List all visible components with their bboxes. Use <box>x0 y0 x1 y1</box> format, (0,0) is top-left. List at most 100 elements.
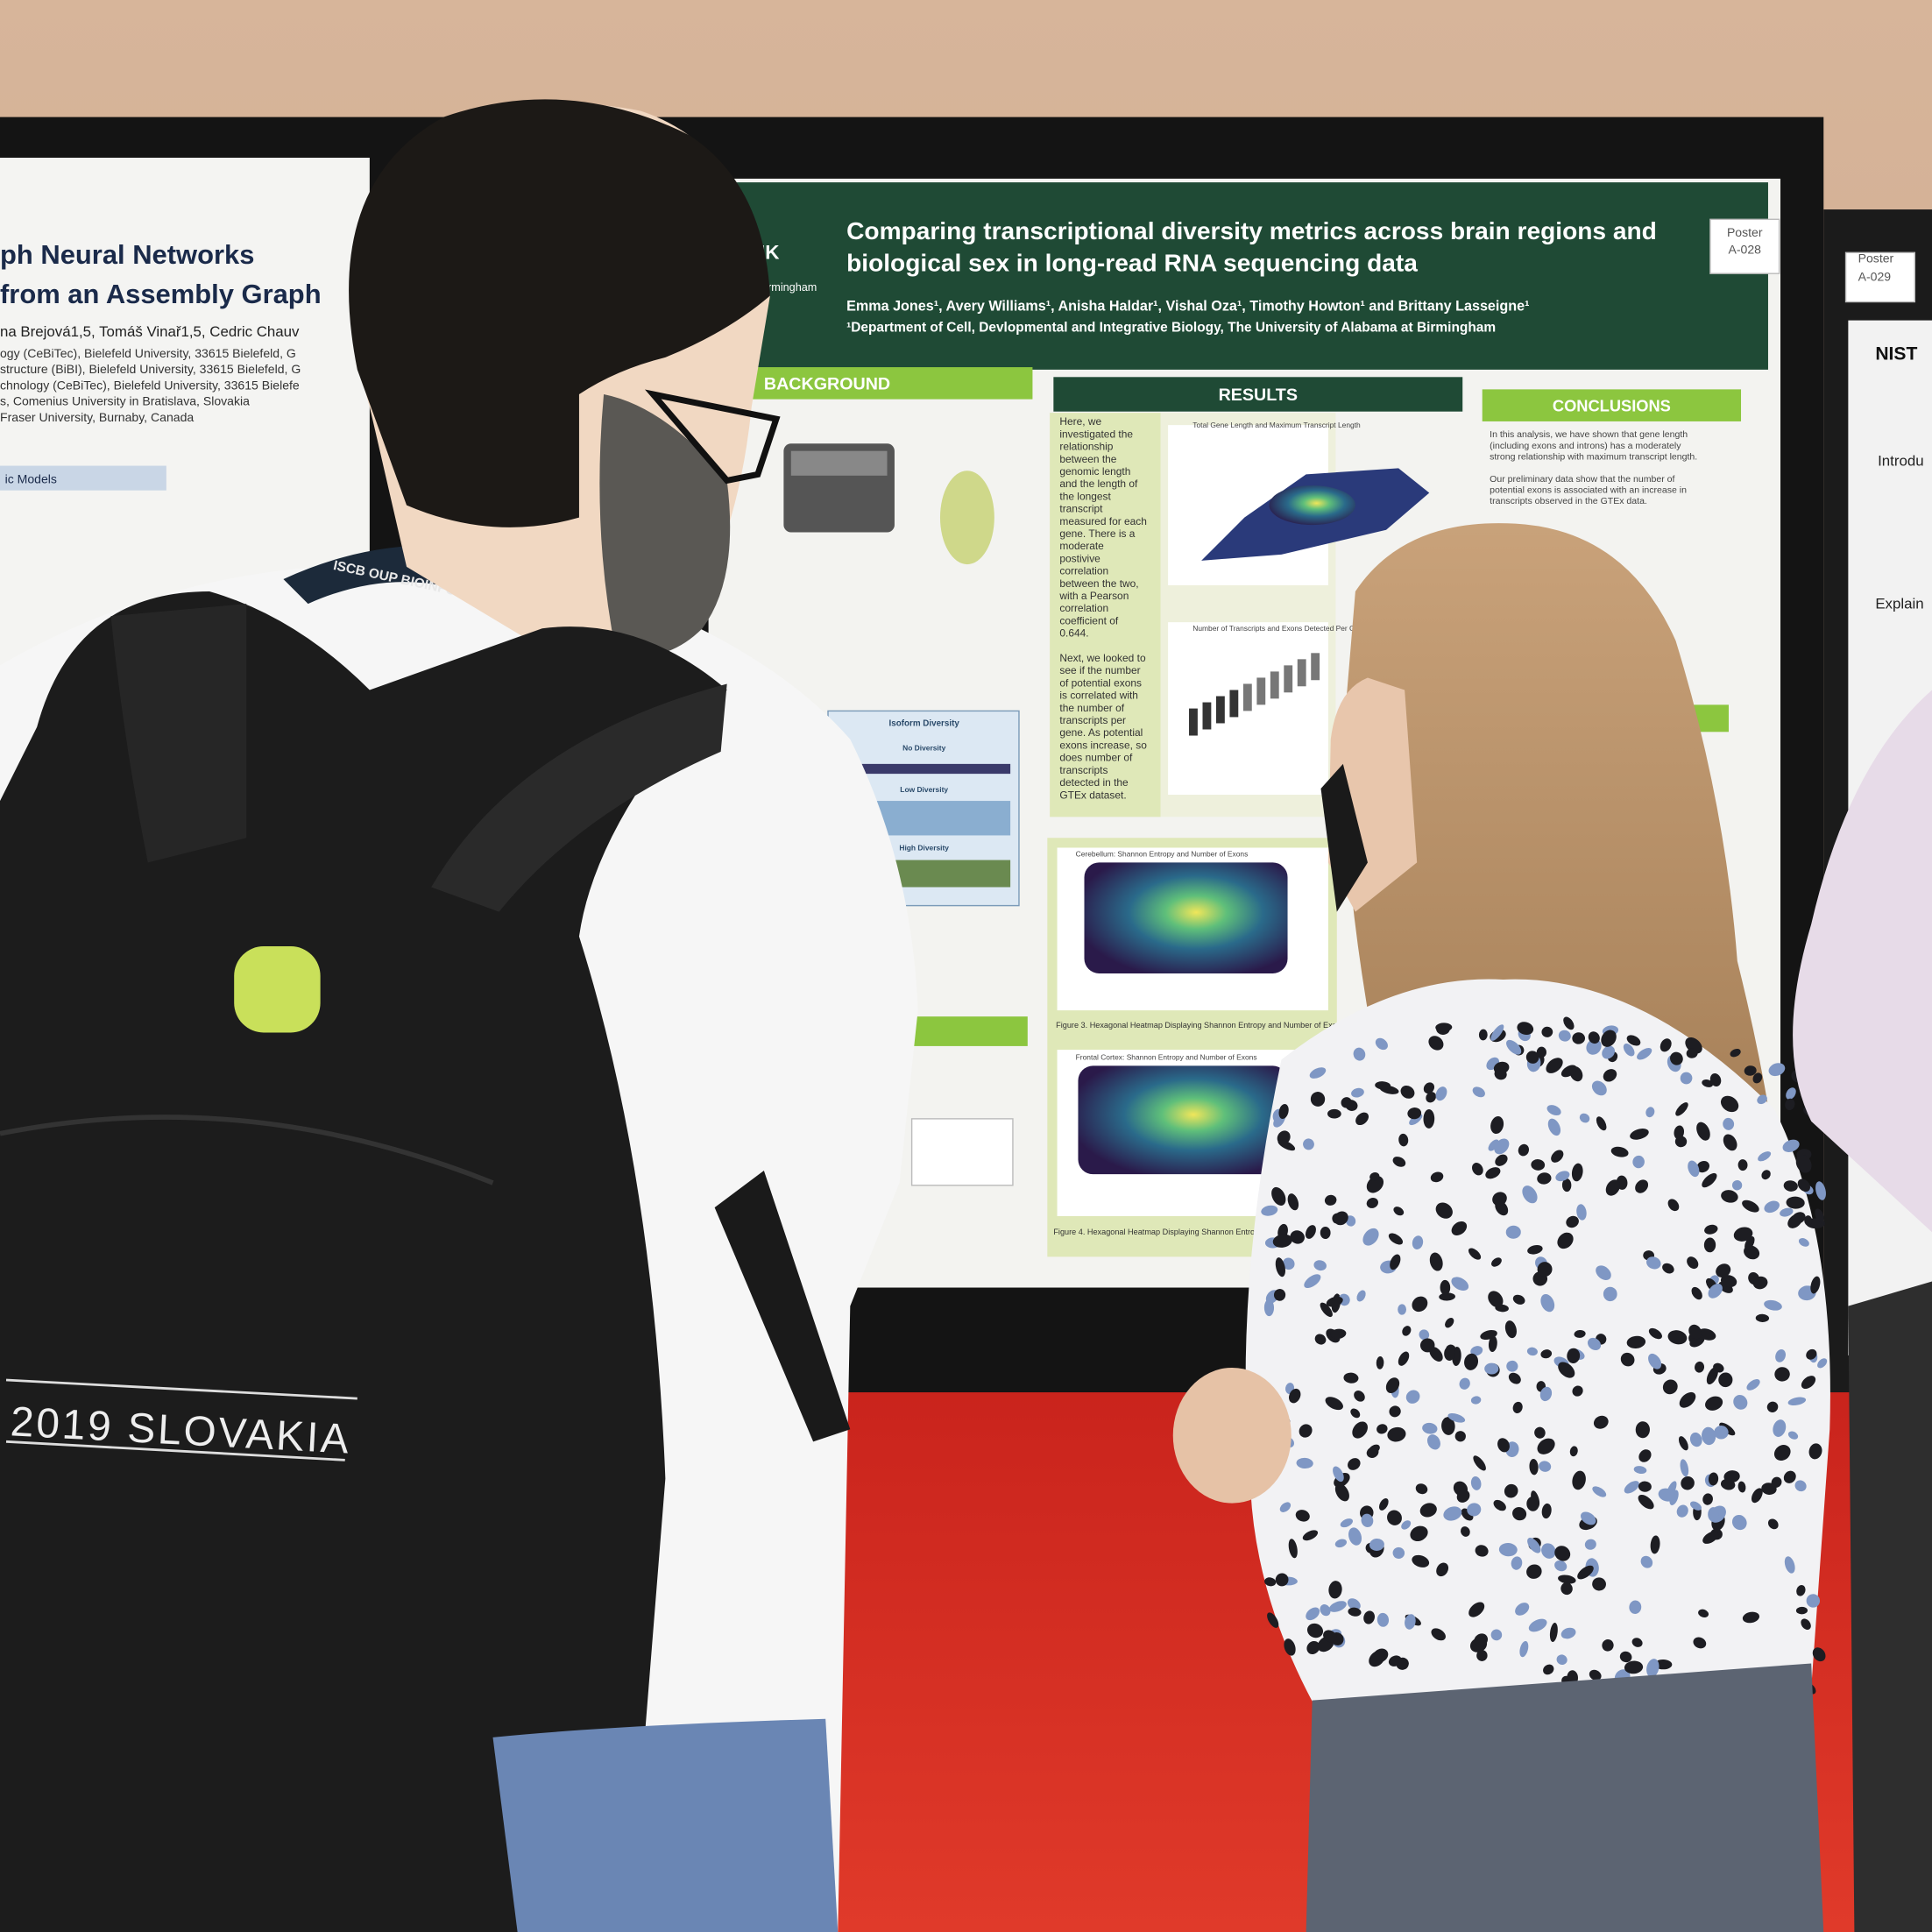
blouse-dot <box>1490 1116 1504 1135</box>
blouse-dot <box>1731 1514 1747 1531</box>
blouse-dot <box>1504 1320 1517 1339</box>
blouse-dot <box>1271 1186 1286 1206</box>
blouse-dot <box>1674 1125 1685 1140</box>
blouse-dot <box>1773 1445 1791 1461</box>
blouse-dot <box>1512 1506 1527 1521</box>
blouse-dot <box>1478 1029 1488 1041</box>
heatmap <box>1269 485 1355 526</box>
blouse-dot <box>1785 1098 1795 1111</box>
results-text: investigated the <box>1059 428 1133 440</box>
blouse-dot <box>1540 1294 1555 1313</box>
blouse-dot <box>1388 1233 1404 1245</box>
blouse-dot <box>1305 1225 1316 1239</box>
blouse-dot <box>1497 1438 1510 1453</box>
blouse-dot <box>1557 1232 1574 1249</box>
section-heading: RESULTS <box>1219 386 1298 405</box>
blouse-dot <box>1702 1493 1713 1505</box>
poster-tag-text: Poster <box>1727 225 1763 239</box>
results-text: and the length of <box>1059 478 1138 490</box>
blouse-dot <box>1703 1237 1716 1253</box>
backpack-strap <box>431 683 727 912</box>
blouse-dot <box>1264 1577 1277 1587</box>
blouse-dot <box>1468 1248 1482 1260</box>
blouse-dot <box>1348 1527 1362 1546</box>
blouse-dot <box>1348 1458 1361 1470</box>
blouse-dot <box>1696 1161 1709 1173</box>
blouse-dot <box>1560 1582 1573 1596</box>
blouse-dot <box>1688 1160 1700 1178</box>
blouse-dot <box>1801 1376 1816 1390</box>
blouse-dot <box>1431 1628 1446 1641</box>
blouse-dot <box>1549 1623 1558 1642</box>
blouse-dot <box>1737 1159 1748 1171</box>
blouse-dot <box>1326 1296 1343 1307</box>
right-person-pants <box>1848 1281 1932 1932</box>
blouse-dot <box>1620 1352 1635 1367</box>
blouse-dot <box>1624 1660 1644 1674</box>
blouse-dot <box>1764 1299 1782 1311</box>
blouse-dot <box>1451 1221 1468 1235</box>
poster-authors: Emma Jones¹, Avery Williams¹, Anisha Hal… <box>846 298 1529 314</box>
blouse-dot <box>1353 1047 1366 1061</box>
blouse-dot <box>1435 1202 1453 1219</box>
blouse-dot <box>1801 1618 1811 1631</box>
results-text: genomic length <box>1059 465 1130 478</box>
blouse-dot <box>1787 1214 1802 1228</box>
blouse-dot <box>1440 1279 1451 1296</box>
blouse-dot <box>1679 1391 1696 1408</box>
figure-title: Cerebellum: Shannon Entropy and Number o… <box>1076 849 1249 858</box>
blouse-dot <box>1340 1518 1353 1528</box>
blouse-dot <box>1546 1058 1563 1073</box>
blouse-dot <box>1708 1284 1723 1299</box>
man-jeans <box>492 1718 839 1932</box>
blouse-dot <box>1610 1146 1629 1157</box>
left-affiliation: ogy (CeBiTec), Bielefeld University, 336… <box>0 346 296 360</box>
blouse-dot <box>1817 1358 1828 1369</box>
blouse-dot <box>1369 1171 1380 1182</box>
nanopore-icon <box>939 471 994 565</box>
isoform-track <box>850 763 1011 775</box>
blouse-dot <box>1560 1627 1576 1639</box>
blouse-dot <box>1589 1669 1602 1681</box>
backpack <box>0 591 727 1932</box>
results-text: does number of <box>1059 752 1133 764</box>
blouse-dot <box>1412 1296 1428 1313</box>
blouse-dot <box>1596 1116 1607 1131</box>
results-text: transcripts <box>1059 764 1108 776</box>
blouse-dot <box>1474 1633 1489 1647</box>
blouse-dot <box>1282 1257 1295 1270</box>
blouse-dot <box>1755 1313 1770 1322</box>
blouse-dot <box>1275 1257 1285 1277</box>
blouse-dot <box>1306 1623 1324 1638</box>
blouse-dot <box>1314 1334 1327 1345</box>
blouse-dot <box>1752 1072 1763 1084</box>
blouse-dot <box>1534 1426 1546 1439</box>
blouse-dot <box>1539 1386 1553 1402</box>
boxplot-box <box>1242 683 1252 711</box>
neighbor-logo: NIST <box>1875 344 1917 364</box>
blouse-dot <box>1393 1207 1405 1216</box>
blouse-dot <box>1320 1226 1331 1240</box>
results-text: exons increase, so <box>1059 739 1147 751</box>
blouse-dot <box>1387 1426 1406 1442</box>
blouse-dot <box>1518 1143 1530 1157</box>
man-hair <box>349 99 770 527</box>
blouse-dot <box>1571 1163 1583 1182</box>
blouse-dot <box>1272 1234 1292 1248</box>
blouse-dot <box>1761 1170 1771 1180</box>
blouse-dot <box>1541 1543 1556 1559</box>
blouse-dot <box>1526 1564 1542 1579</box>
blouse-dot <box>1702 1079 1714 1087</box>
blouse-dot <box>1796 1585 1806 1596</box>
blouse-dot <box>1480 1330 1497 1341</box>
blouse-dot <box>1619 1651 1632 1663</box>
blouse-dot <box>1334 1211 1348 1226</box>
conclusions-text: In this analysis, we have shown that gen… <box>1490 429 1688 440</box>
boxplot-box <box>1311 653 1320 681</box>
blouse-dot <box>1352 1421 1368 1439</box>
blouse-dot <box>1757 1094 1767 1105</box>
blouse-dot <box>1650 1535 1660 1554</box>
blouse-dot <box>1529 1458 1539 1476</box>
blouse-dot <box>1680 1072 1693 1085</box>
